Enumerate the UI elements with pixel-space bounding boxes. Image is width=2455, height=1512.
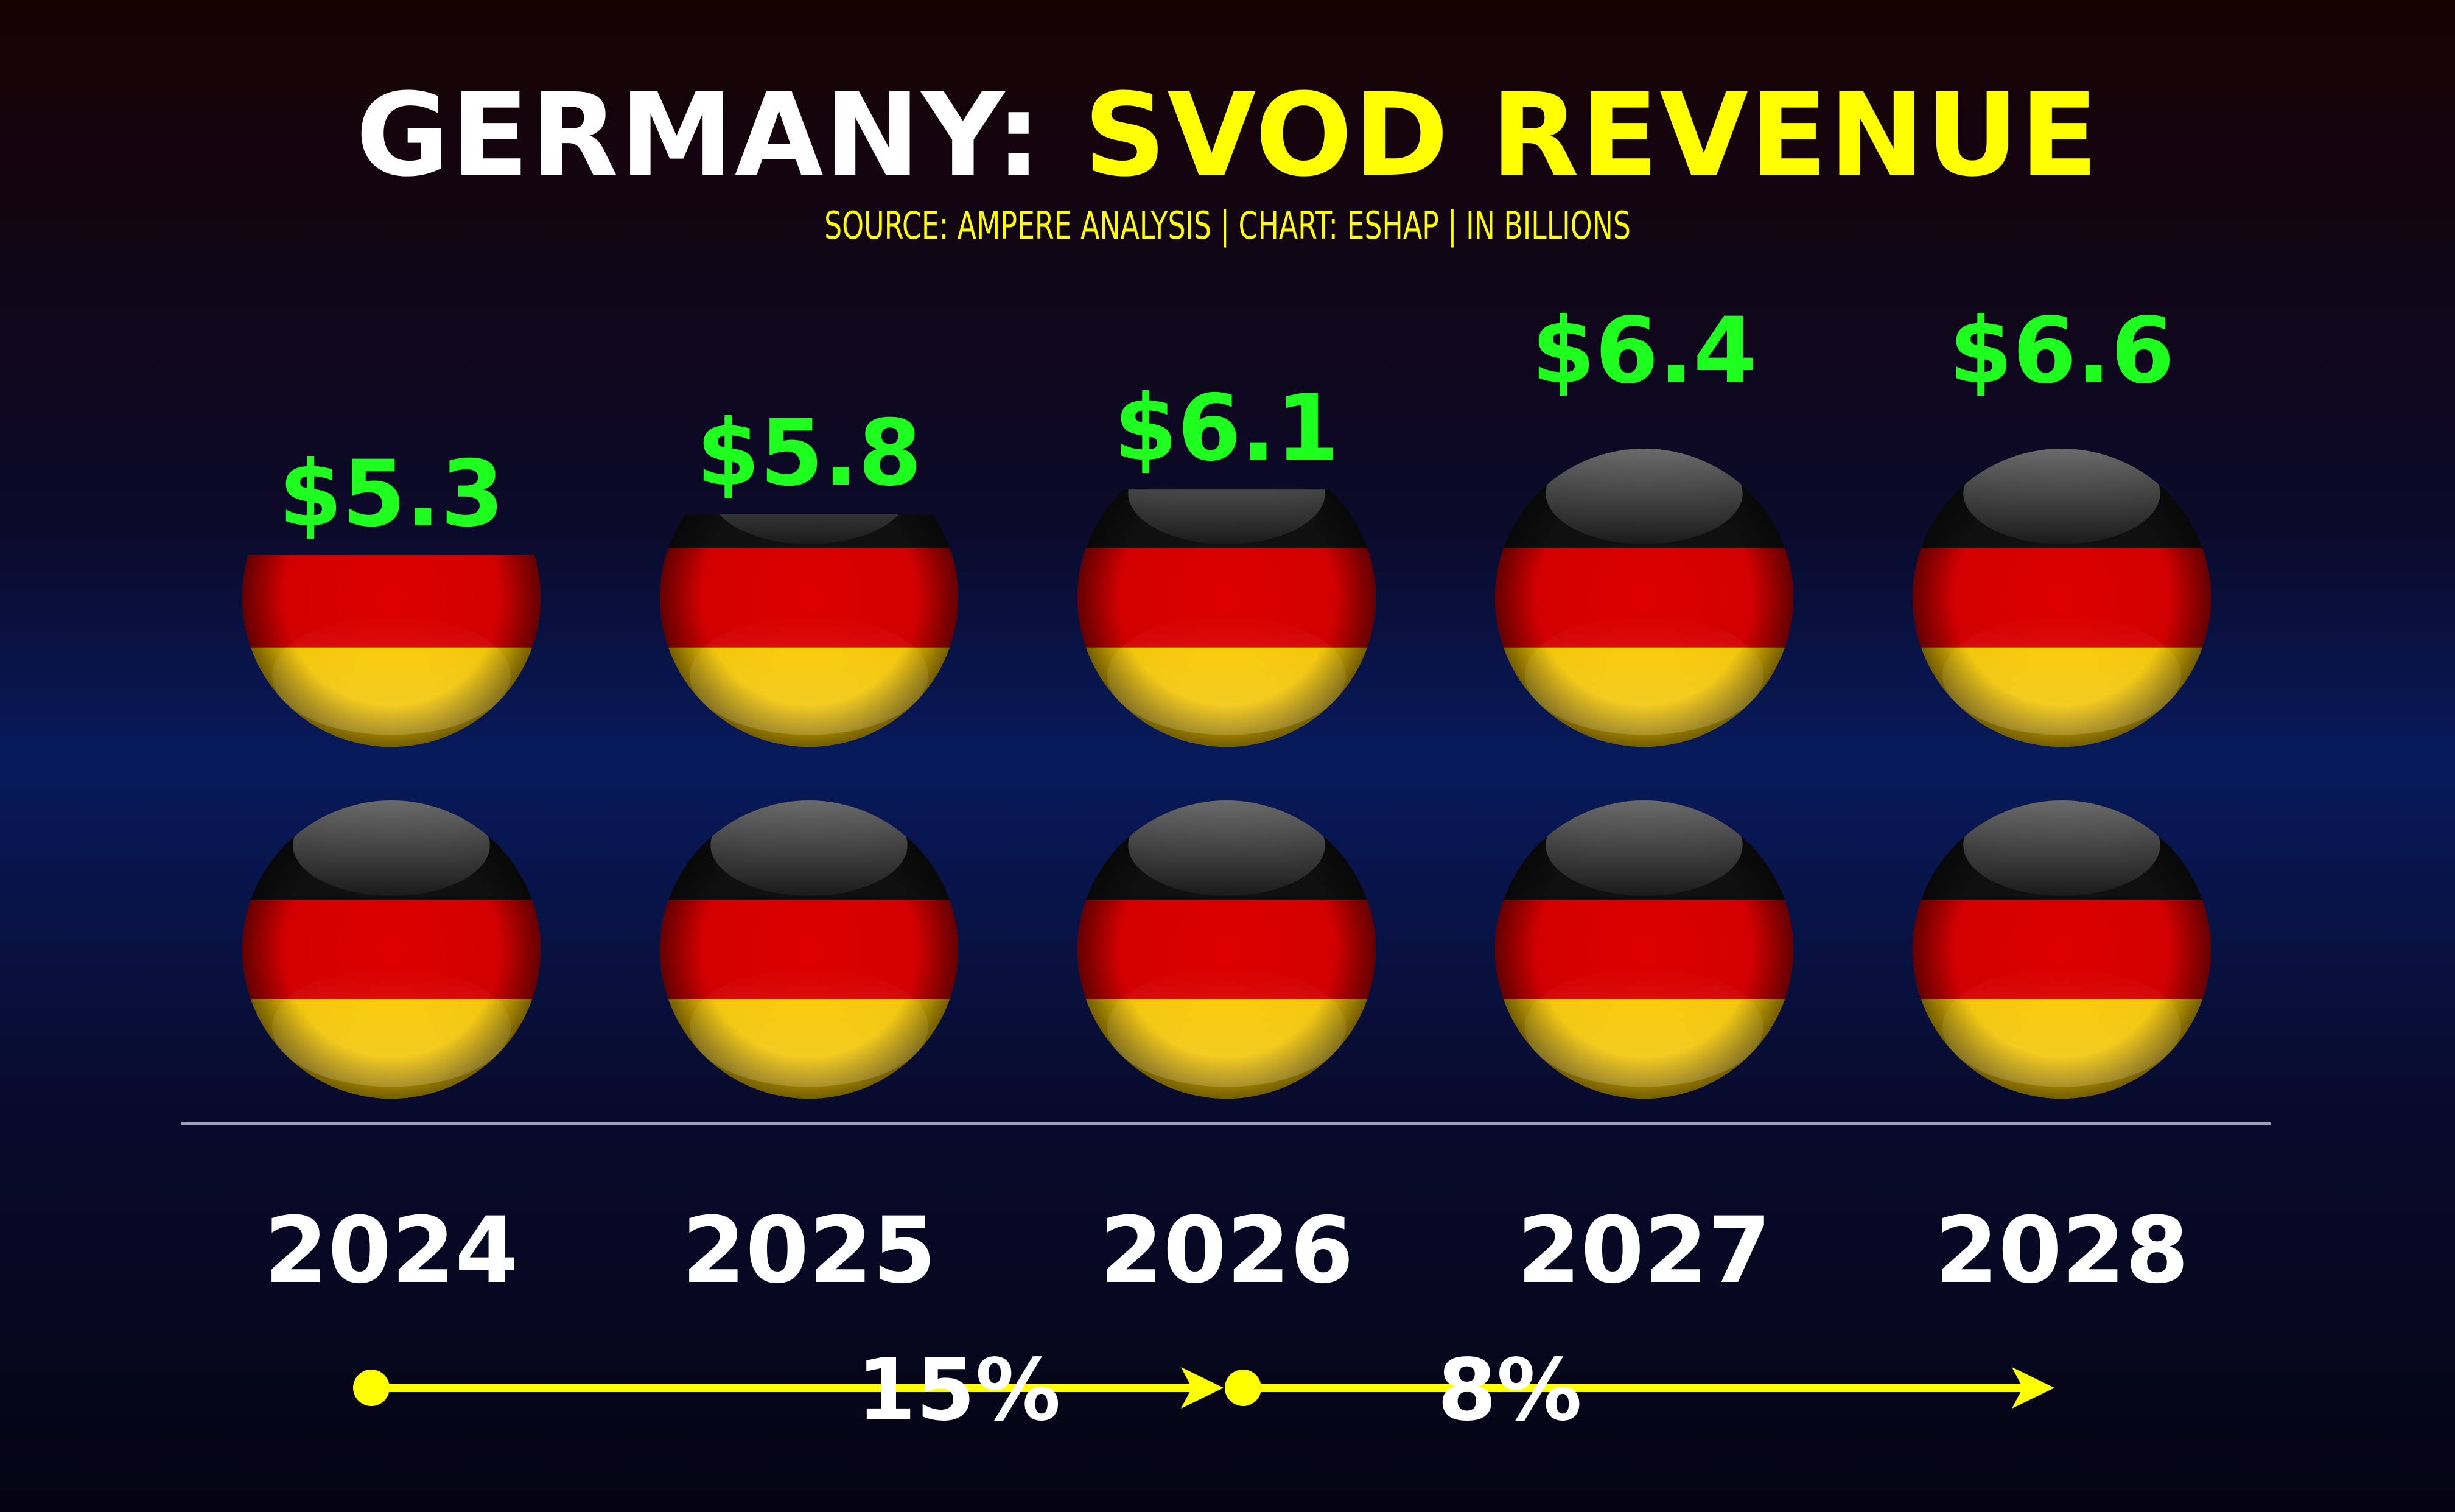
- title-country: GERMANY:: [355, 69, 1043, 202]
- category-label: 2027: [1517, 1198, 1771, 1304]
- flag-icon-upper-2027: [1495, 449, 1793, 747]
- flag-icon-upper-2026: [1077, 489, 1376, 747]
- gloss-highlight: [293, 800, 490, 896]
- flag-icon-lower-2026: [1077, 800, 1376, 1099]
- growth-arrows-layer: [353, 1367, 2054, 1409]
- flag-icons-layer: [242, 449, 2211, 1099]
- gloss-highlight: [710, 800, 908, 896]
- value-label: $5.3: [278, 441, 505, 547]
- growth-arrowhead: [2012, 1367, 2054, 1409]
- chart-subtitle: SOURCE: AMPERE ANALYSIS | CHART: ESHAP |…: [824, 203, 1631, 248]
- growth-rate-label: 15%: [856, 1341, 1061, 1440]
- gloss-highlight: [1128, 489, 1325, 544]
- value-label: $6.1: [1113, 376, 1340, 482]
- growth-start-dot: [353, 1370, 390, 1406]
- gloss-highlight: [1128, 800, 1325, 896]
- baseline-axis: [181, 1122, 2271, 1125]
- growth-arrowhead: [1181, 1367, 1224, 1409]
- gloss-highlight: [1963, 449, 2160, 544]
- title-metric: SVOD REVENUE: [1084, 69, 2100, 202]
- flag-icon-lower-2027: [1495, 800, 1793, 1099]
- growth-arrow-8pct: [1225, 1367, 2054, 1409]
- category-label: 2024: [264, 1198, 519, 1304]
- flag-icon-lower-2025: [660, 800, 958, 1099]
- growth-start-dot: [1225, 1370, 1261, 1406]
- growth-rate-label: 8%: [1437, 1341, 1582, 1440]
- flag-icon-lower-2024: [242, 800, 541, 1099]
- category-label: 2028: [1935, 1198, 2189, 1304]
- value-label: $5.8: [696, 400, 922, 506]
- category-label: 2026: [1099, 1198, 1354, 1304]
- gloss-highlight: [1546, 449, 1743, 544]
- gloss-highlight: [710, 514, 908, 544]
- flag-icon-upper-2025: [660, 514, 958, 747]
- chart-title: GERMANY: SVOD REVENUE: [0, 72, 2455, 200]
- category-label: 2025: [682, 1198, 936, 1304]
- growth-arrow-15pct: [353, 1367, 1224, 1409]
- value-label: $6.6: [1949, 298, 2175, 404]
- gloss-highlight: [1963, 800, 2160, 896]
- flag-icon-upper-2028: [1913, 449, 2211, 747]
- flag-icon-lower-2028: [1913, 800, 2211, 1099]
- gloss-highlight: [1546, 800, 1743, 896]
- value-label: $6.4: [1531, 298, 1757, 404]
